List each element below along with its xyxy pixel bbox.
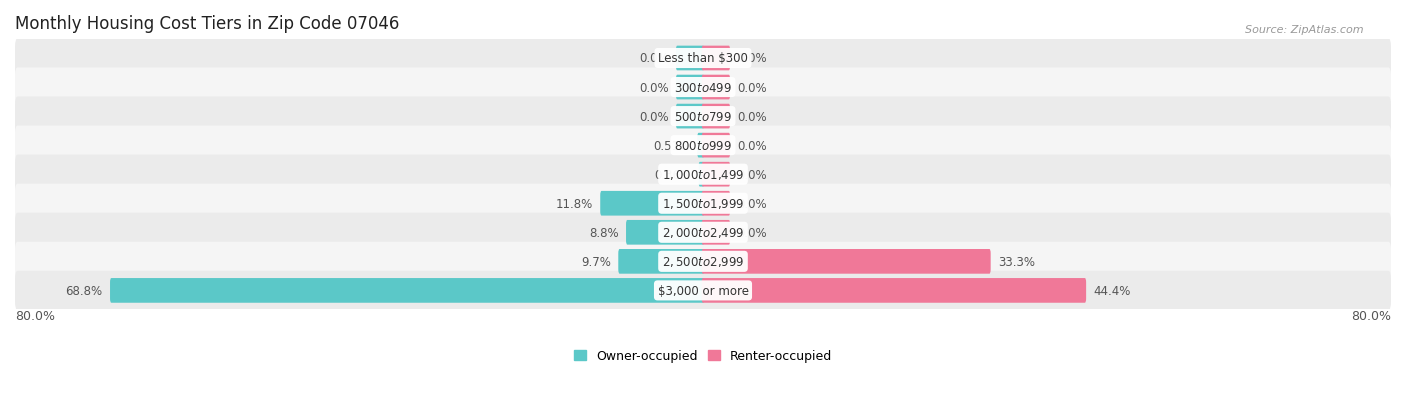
Text: 0.0%: 0.0% (737, 139, 768, 152)
Text: 0.0%: 0.0% (638, 81, 669, 94)
Text: $2,500 to $2,999: $2,500 to $2,999 (662, 255, 744, 269)
FancyBboxPatch shape (15, 271, 1391, 310)
Text: 0.0%: 0.0% (737, 197, 768, 210)
FancyBboxPatch shape (702, 133, 730, 158)
Text: 0.0%: 0.0% (737, 52, 768, 65)
Text: Monthly Housing Cost Tiers in Zip Code 07046: Monthly Housing Cost Tiers in Zip Code 0… (15, 15, 399, 33)
Text: 33.3%: 33.3% (998, 255, 1035, 268)
FancyBboxPatch shape (15, 68, 1391, 107)
FancyBboxPatch shape (676, 76, 704, 100)
Text: Source: ZipAtlas.com: Source: ZipAtlas.com (1246, 25, 1364, 35)
FancyBboxPatch shape (697, 133, 704, 158)
Text: 0.51%: 0.51% (652, 139, 690, 152)
Text: $1,000 to $1,499: $1,000 to $1,499 (662, 168, 744, 182)
FancyBboxPatch shape (110, 278, 704, 303)
Text: 0.0%: 0.0% (737, 81, 768, 94)
Text: 0.0%: 0.0% (737, 168, 768, 181)
FancyBboxPatch shape (15, 126, 1391, 165)
FancyBboxPatch shape (15, 213, 1391, 252)
Text: 80.0%: 80.0% (15, 309, 55, 323)
Text: 8.8%: 8.8% (589, 226, 619, 239)
Text: 80.0%: 80.0% (1351, 309, 1391, 323)
Text: 44.4%: 44.4% (1094, 284, 1130, 297)
Text: 11.8%: 11.8% (555, 197, 593, 210)
Text: $800 to $999: $800 to $999 (673, 139, 733, 152)
FancyBboxPatch shape (702, 221, 730, 245)
Text: 0.0%: 0.0% (737, 110, 768, 123)
FancyBboxPatch shape (702, 278, 1085, 303)
FancyBboxPatch shape (619, 249, 704, 274)
Legend: Owner-occupied, Renter-occupied: Owner-occupied, Renter-occupied (574, 350, 832, 363)
Text: 0.0%: 0.0% (638, 110, 669, 123)
FancyBboxPatch shape (702, 192, 730, 216)
Text: 0.36%: 0.36% (654, 168, 692, 181)
Text: 0.0%: 0.0% (737, 226, 768, 239)
FancyBboxPatch shape (702, 47, 730, 71)
FancyBboxPatch shape (699, 162, 704, 187)
Text: $300 to $499: $300 to $499 (673, 81, 733, 94)
FancyBboxPatch shape (626, 221, 704, 245)
Text: $1,500 to $1,999: $1,500 to $1,999 (662, 197, 744, 211)
FancyBboxPatch shape (15, 97, 1391, 136)
FancyBboxPatch shape (15, 155, 1391, 195)
FancyBboxPatch shape (15, 39, 1391, 78)
Text: $2,000 to $2,499: $2,000 to $2,499 (662, 226, 744, 240)
FancyBboxPatch shape (15, 184, 1391, 223)
Text: 68.8%: 68.8% (66, 284, 103, 297)
FancyBboxPatch shape (15, 242, 1391, 281)
Text: 9.7%: 9.7% (581, 255, 612, 268)
FancyBboxPatch shape (702, 104, 730, 129)
FancyBboxPatch shape (600, 192, 704, 216)
Text: $3,000 or more: $3,000 or more (658, 284, 748, 297)
FancyBboxPatch shape (676, 47, 704, 71)
Text: 0.0%: 0.0% (638, 52, 669, 65)
FancyBboxPatch shape (702, 249, 991, 274)
FancyBboxPatch shape (702, 76, 730, 100)
Text: $500 to $799: $500 to $799 (673, 110, 733, 123)
Text: Less than $300: Less than $300 (658, 52, 748, 65)
FancyBboxPatch shape (676, 104, 704, 129)
FancyBboxPatch shape (702, 162, 730, 187)
